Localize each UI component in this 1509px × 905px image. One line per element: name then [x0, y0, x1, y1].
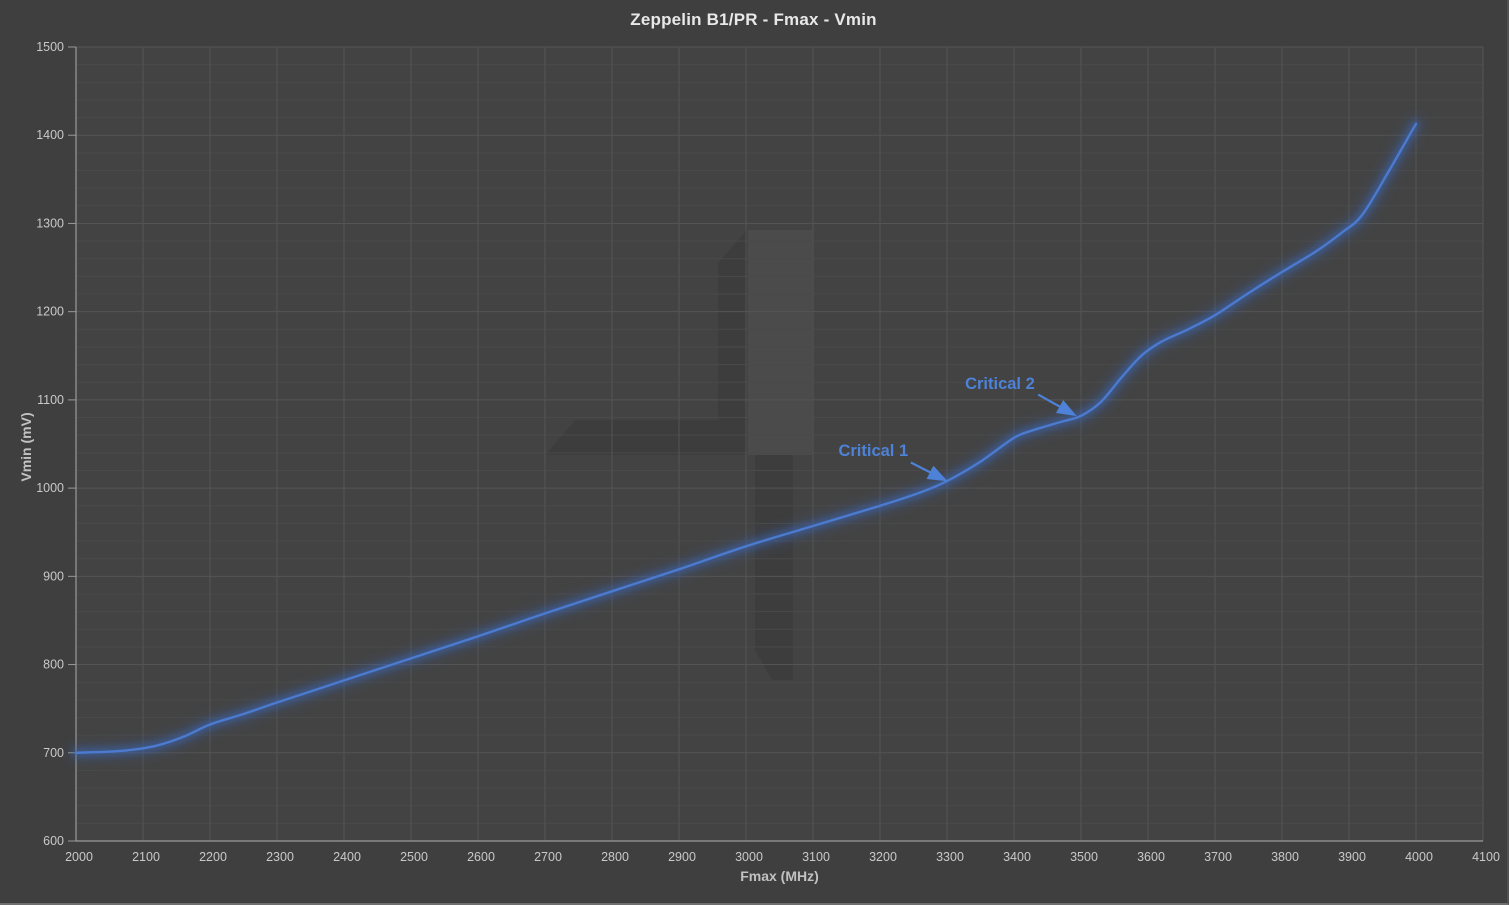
x-tick-label: 2100: [132, 850, 160, 864]
x-tick-label: 2200: [199, 850, 227, 864]
x-tick-label: 3300: [936, 850, 964, 864]
x-tick-label: 2600: [467, 850, 495, 864]
x-tick-label: 3900: [1338, 850, 1366, 864]
x-tick-label: 2500: [400, 850, 428, 864]
annotation-arrow-2: [1037, 393, 1077, 417]
watermark-logo: [545, 230, 812, 680]
y-tick-label: 600: [43, 834, 64, 848]
y-tick-label: 1300: [36, 216, 64, 230]
y-tick-label: 1500: [36, 40, 64, 54]
x-tick-label: 2300: [266, 850, 294, 864]
y-tick-label: 800: [43, 658, 64, 672]
x-tick-label: 3000: [735, 850, 763, 864]
y-axis-title: Vmin (mV): [18, 412, 34, 482]
x-axis-title: Fmax (MHz): [740, 868, 819, 884]
x-tick-label: 4000: [1405, 850, 1433, 864]
x-tick-label: 2000: [65, 850, 93, 864]
y-tick-label: 1000: [36, 481, 64, 495]
x-tick-label: 3100: [802, 850, 830, 864]
x-tick-label: 4100: [1472, 850, 1500, 864]
x-tick-label: 2700: [534, 850, 562, 864]
annotations: Critical 1 Critical 2: [838, 375, 1077, 482]
x-tick-label: 3600: [1137, 850, 1165, 864]
y-tick-label: 900: [43, 569, 64, 583]
gridlines: [76, 46, 1484, 841]
tick-labels: 600 700 800 900 1000 1100 1200 1300 1400 1500 2000…: [36, 40, 1500, 864]
chart-title: Zeppelin B1/PR - Fmax - Vmin: [630, 10, 877, 29]
annotation-label-1: Critical 1: [838, 442, 908, 460]
x-tick-label: 3500: [1070, 850, 1098, 864]
y-tick-label: 1200: [36, 305, 64, 319]
annotation-arrow-1: [910, 461, 948, 482]
y-tick-label: 700: [43, 746, 64, 760]
y-tick-label: 1400: [36, 128, 64, 142]
x-tick-label: 3400: [1003, 850, 1031, 864]
plot-area: [76, 47, 1483, 841]
x-tick-label: 2400: [333, 850, 361, 864]
annotation-label-2: Critical 2: [965, 375, 1035, 393]
x-tick-label: 3700: [1204, 850, 1232, 864]
x-tick-label: 3800: [1271, 850, 1299, 864]
axes: [68, 46, 1483, 842]
vmin-line: [74, 122, 1418, 754]
x-tick-label: 2800: [601, 850, 629, 864]
x-tick-label: 3200: [869, 850, 897, 864]
x-tick-label: 2900: [668, 850, 696, 864]
vmin-curve: [69, 117, 1423, 760]
y-tick-label: 1100: [37, 393, 64, 407]
